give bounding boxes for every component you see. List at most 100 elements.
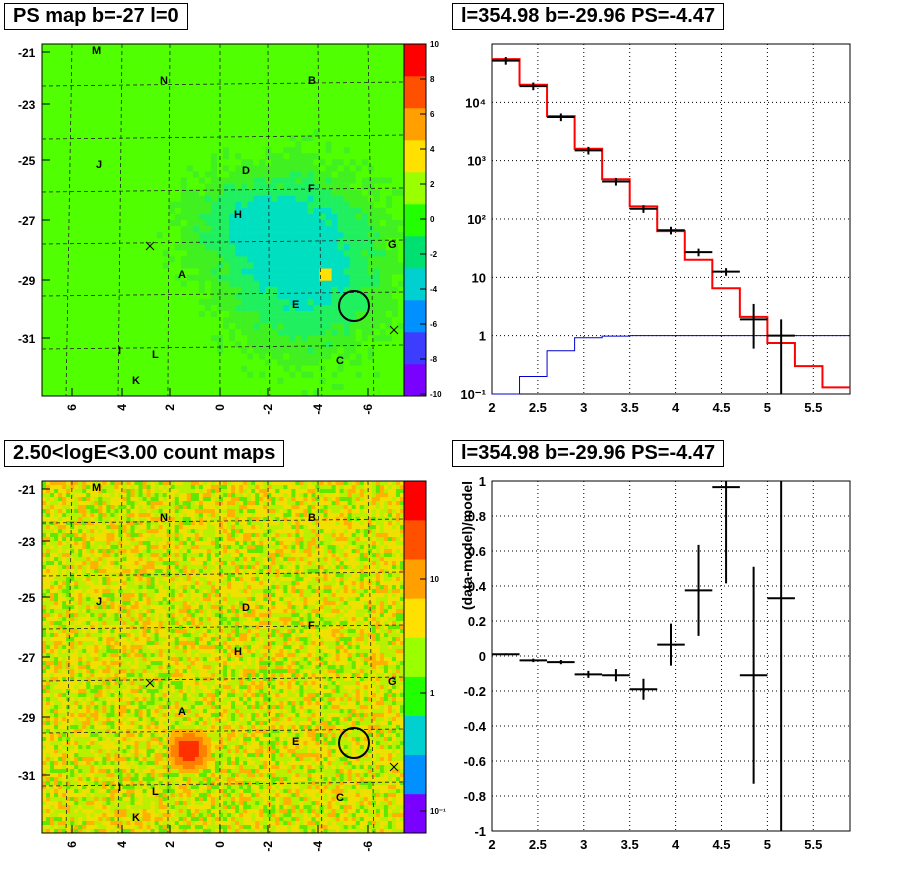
source-label-k: K	[132, 812, 140, 824]
residual-x-tick-label: 5	[764, 837, 771, 852]
residual-x-tick-label: 3	[580, 837, 587, 852]
source-label-i: I	[118, 782, 121, 794]
ps-colorbar-frame	[403, 43, 427, 397]
map-y-tick-label: -31	[18, 332, 36, 346]
ps-colorbar-segment	[404, 300, 426, 333]
source-label-e: E	[292, 736, 299, 748]
ps-colorbar-segment	[404, 172, 426, 205]
grid-line	[41, 571, 405, 577]
source-label-h: H	[234, 646, 242, 658]
grid-line	[41, 187, 405, 193]
source-label-b: B	[308, 512, 316, 524]
grid-line	[117, 480, 123, 834]
map-y-tick-label: -21	[18, 46, 36, 60]
ps-map	[41, 43, 405, 397]
map-y-tick-label: -29	[18, 274, 36, 288]
map-x-tick-label: -6	[361, 404, 375, 415]
grid-line	[167, 480, 171, 834]
count-colorbar-segment	[404, 793, 426, 834]
residual-y-tick-label: -0.8	[464, 789, 486, 804]
grid-line	[317, 43, 323, 397]
count-colorbar-segment	[404, 598, 426, 638]
map-x-tick-label: 4	[115, 404, 129, 411]
map-y-tick-label: -21	[18, 483, 36, 497]
ps-map-title: PS map b=-27 l=0	[4, 3, 188, 30]
residual-x-tick-label: 4.5	[712, 837, 730, 852]
spectrum-x-tick-label: 3.5	[621, 400, 639, 415]
source-label-c: C	[336, 355, 344, 367]
grid-line	[65, 480, 73, 834]
grid-line	[317, 480, 323, 834]
spectrum-y-tick-label: 10²	[467, 212, 486, 227]
source-label-b: B	[308, 75, 316, 87]
map-x-tick-label: 6	[65, 841, 79, 848]
map-x-tick-label: 4	[115, 841, 129, 848]
map-x-tick-label: 2	[163, 404, 177, 411]
ps-colorbar-segment	[404, 108, 426, 141]
grid-line	[65, 43, 73, 397]
source-label-m: M	[92, 45, 101, 57]
source-label-d: D	[242, 165, 250, 177]
grid-line	[41, 239, 405, 245]
map-x-tick-label: -6	[361, 841, 375, 852]
grid-line	[41, 134, 405, 140]
ps-colorbar-segment	[404, 364, 426, 397]
grid-line	[41, 624, 405, 630]
ps-colorbar-tick-label: -6	[430, 320, 438, 329]
map-x-tick-label: -2	[261, 404, 275, 415]
source-label-e: E	[292, 299, 299, 311]
map-y-tick-label: -25	[18, 154, 36, 168]
ps-colorbar-segment	[404, 76, 426, 109]
ps-colorbar-tick-label: 0	[430, 215, 435, 224]
grid-line	[41, 781, 405, 787]
map-y-tick-label: -31	[18, 769, 36, 783]
count-colorbar-segment	[404, 559, 426, 599]
source-label-a: A	[178, 706, 186, 718]
map-x-tick-label: -4	[311, 841, 325, 852]
spectrum-y-tick-label: 10⁴	[465, 95, 486, 110]
residual-y-tick-label: -0.2	[464, 684, 486, 699]
cross-marker	[145, 241, 155, 251]
ps-colorbar-tick-label: -10	[430, 390, 442, 399]
ps-colorbar-segment	[404, 268, 426, 301]
cross-marker	[389, 325, 399, 335]
ps-colorbar-tick-label: 10	[430, 40, 439, 49]
grid-line	[267, 43, 271, 397]
map-y-tick-label: -25	[18, 591, 36, 605]
grid-line	[41, 291, 405, 297]
map-x-tick-label: 0	[213, 404, 227, 411]
spectrum-title: l=354.98 b=-29.96 PS=-4.47	[452, 3, 725, 30]
residual-y-tick-label: -0.4	[464, 719, 487, 734]
ps-colorbar-segment	[404, 236, 426, 269]
source-label-d: D	[242, 602, 250, 614]
source-label-f: F	[308, 183, 315, 195]
residual-y-tick-label: 0.6	[468, 544, 486, 559]
spectrum-y-tick-label: 1	[479, 329, 486, 344]
grid-line	[167, 43, 171, 397]
count-colorbar-segment	[404, 754, 426, 795]
source-label-m: M	[92, 482, 101, 494]
count-colorbar-frame	[403, 480, 427, 834]
residual-y-tick-label: 1	[479, 474, 486, 489]
spectrum-y-tick-label: 10⁻¹	[460, 387, 486, 402]
spectrum-y-tick-label: 10	[472, 270, 486, 285]
source-label-g: G	[388, 239, 397, 251]
map-x-tick-label: 2	[163, 841, 177, 848]
residual-y-tick-label: 0.2	[468, 614, 486, 629]
count-colorbar-segment	[404, 520, 426, 560]
source-label-j: J	[96, 159, 102, 171]
count-map	[41, 480, 405, 834]
grid-line	[41, 518, 405, 524]
ps-colorbar-segment	[404, 332, 426, 365]
grid-line	[117, 43, 123, 397]
residual-y-tick-label: 0.8	[468, 509, 486, 524]
ps-colorbar-tick-label: 4	[430, 145, 435, 154]
spectrum-y-tick-label: 10³	[467, 154, 486, 169]
grid-line	[41, 728, 405, 734]
residual-x-tick-label: 5.5	[804, 837, 822, 852]
source-label-h: H	[234, 209, 242, 221]
source-label-l: L	[152, 349, 159, 361]
spectrum-x-tick-label: 3	[580, 400, 587, 415]
grid-line	[267, 480, 271, 834]
